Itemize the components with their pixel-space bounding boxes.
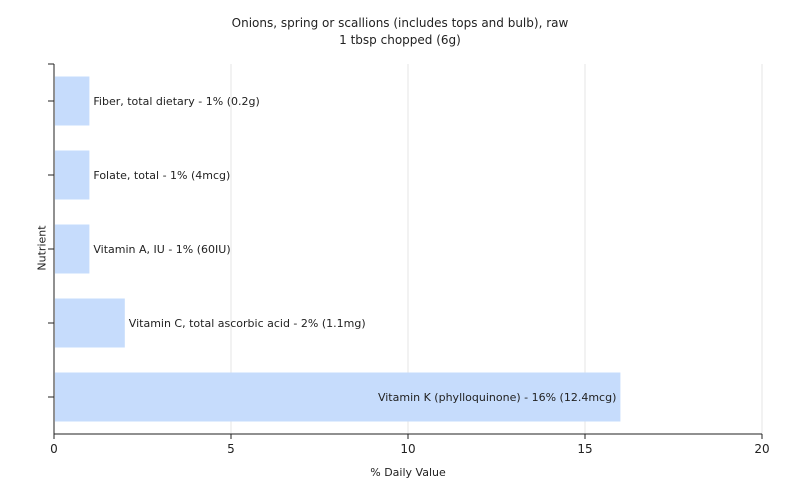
bar — [55, 372, 621, 422]
bar — [55, 298, 125, 348]
x-tick-label: 20 — [754, 442, 769, 456]
bar-label: Vitamin C, total ascorbic acid - 2% (1.1… — [129, 317, 366, 330]
x-tick-label: 10 — [400, 442, 415, 456]
x-axis-label: % Daily Value — [370, 466, 446, 479]
bar-label: Vitamin K (phylloquinone) - 16% (12.4mcg… — [378, 391, 616, 404]
bar — [55, 76, 90, 126]
chart-subtitle: 1 tbsp chopped (6g) — [339, 33, 461, 47]
bar-label: Vitamin A, IU - 1% (60IU) — [93, 243, 230, 256]
bar-label: Folate, total - 1% (4mcg) — [93, 169, 230, 182]
bar-label: Fiber, total dietary - 1% (0.2g) — [93, 95, 259, 108]
bar — [55, 150, 90, 200]
x-tick-label: 15 — [577, 442, 592, 456]
chart-title: Onions, spring or scallions (includes to… — [231, 16, 569, 30]
x-tick-label: 0 — [50, 442, 58, 456]
x-tick-label: 5 — [227, 442, 235, 456]
y-axis-label: Nutrient — [35, 225, 49, 271]
bar — [55, 224, 90, 274]
